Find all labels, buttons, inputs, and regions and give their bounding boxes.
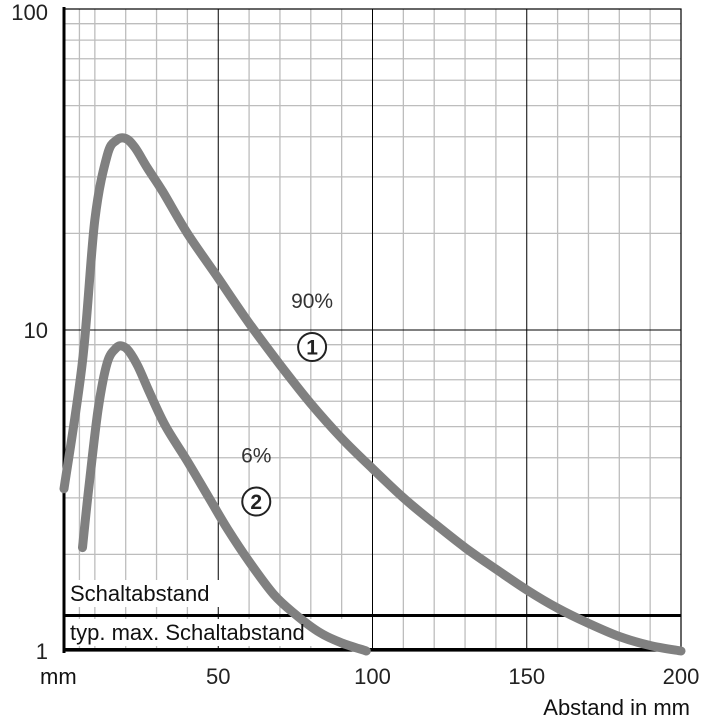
x-axis-label: Abstand in mm — [543, 695, 690, 720]
x-tick-label: 100 — [354, 664, 391, 689]
series-annotations: 90% 1 6% 2 — [241, 290, 333, 517]
data-series — [59, 133, 686, 656]
x-tick-label: 150 — [508, 664, 545, 689]
series-marker-circle — [241, 486, 272, 517]
y-tick-label: 1 — [36, 639, 48, 664]
tick-labels: 50 100 150 200 1 10 100 — [11, 0, 699, 689]
ref-label-background — [68, 580, 244, 607]
series-percent-label: 6% — [241, 445, 271, 468]
y-tick-label: 10 — [24, 318, 48, 343]
major-gridlines — [64, 9, 681, 651]
ref-label-typ-max-schaltabstand: typ. max. Schaltabstand — [70, 620, 305, 645]
ref-label-schaltabstand: Schaltabstand — [70, 581, 209, 606]
x-unit-label: mm — [40, 664, 77, 689]
x-tick-label: 50 — [206, 664, 230, 689]
series-marker-circle — [297, 332, 328, 362]
x-tick-label: 200 — [663, 664, 700, 689]
series-curve-2 — [78, 341, 371, 656]
series-marker-number: 1 — [306, 337, 318, 360]
y-tick-label: 100 — [11, 0, 48, 25]
series-percent-label: 90% — [291, 290, 333, 313]
series-curve-1 — [59, 133, 686, 656]
series-marker-number: 2 — [250, 491, 262, 514]
